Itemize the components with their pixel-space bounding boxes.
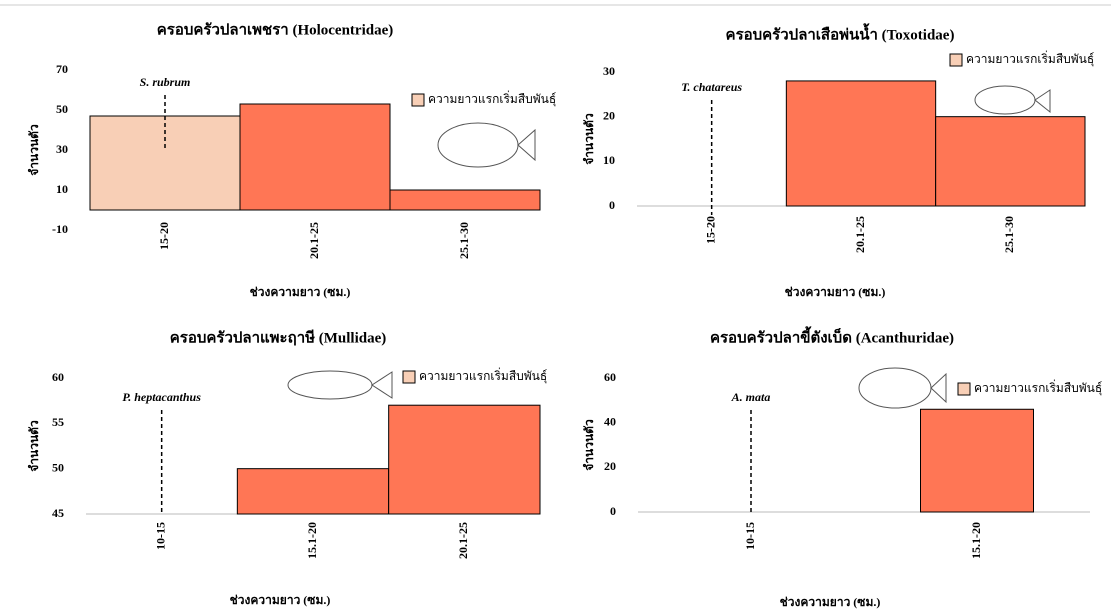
y-tick-label: 0 xyxy=(609,198,615,212)
y-tick-label: 20 xyxy=(603,108,615,122)
bar xyxy=(785,80,937,207)
chart-title: ครอบครัวปลาเสือพ่นน้ำ (Toxotidae) xyxy=(726,22,955,43)
y-axis-label: จำนวนตัว xyxy=(27,420,41,472)
y-tick-label: 70 xyxy=(56,62,68,76)
y-tick-label: 50 xyxy=(56,102,68,116)
legend-swatch xyxy=(949,53,963,67)
y-tick-label: 60 xyxy=(52,370,64,384)
chart-title: ครอบครัวปลาขี้ตังเบ็ด (Acanthuridae) xyxy=(710,325,954,346)
bar xyxy=(236,468,390,515)
y-tick-label: 10 xyxy=(603,153,615,167)
chart-title: ครอบครัวปลาแพะฤาษี (Mullidae) xyxy=(170,329,387,346)
y-axis-label: จำนวนตัว xyxy=(27,124,41,176)
x-tick-label: 20.1-25 xyxy=(853,216,867,253)
y-tick-label: 10 xyxy=(56,182,68,196)
y-tick-label: 30 xyxy=(56,142,68,156)
y-tick-label: 55 xyxy=(52,415,64,429)
marker-label: S. rubrum xyxy=(140,75,191,89)
y-tick-label: 0 xyxy=(610,504,616,518)
x-axis-label: ช่วงความยาว (ซม.) xyxy=(250,285,351,299)
x-tick-label: 15.1-20 xyxy=(969,522,983,559)
x-tick-label: 25.1-30 xyxy=(457,222,471,259)
x-tick-label: 10-15 xyxy=(153,522,167,550)
legend-label: ความยาวแรกเริ่มสืบพันธุ์ xyxy=(419,367,547,384)
y-axis-label: จำนวนตัว xyxy=(582,113,596,165)
bar xyxy=(239,103,391,211)
legend-label: ความยาวแรกเริ่มสืบพันธุ์ xyxy=(974,379,1102,396)
x-tick-label: 25.1-30 xyxy=(1002,216,1016,253)
chart-title: ครอบครัวปลาเพชรา (Holocentridae) xyxy=(157,21,394,38)
bar xyxy=(388,404,541,515)
x-tick-label: 20.1-25 xyxy=(307,222,321,259)
y-tick-label: 50 xyxy=(52,460,64,474)
x-tick-label: 20.1-25 xyxy=(456,522,470,559)
marker-label: P. heptacanthus xyxy=(122,390,201,404)
marker-label: T. chatareus xyxy=(681,80,742,94)
y-axis-label: จำนวนตัว xyxy=(582,419,596,471)
x-axis-label: ช่วงความยาว (ซม.) xyxy=(230,593,331,607)
legend-label: ความยาวแรกเริ่มสืบพันธุ์ xyxy=(966,50,1094,67)
x-tick-label: 15-20 xyxy=(703,216,717,244)
x-tick-label: 15-20 xyxy=(157,222,171,250)
y-tick-label: 30 xyxy=(603,64,615,78)
legend-swatch xyxy=(411,93,425,107)
legend-label: ความยาวแรกเริ่มสืบพันธุ์ xyxy=(428,90,556,107)
marker-label: A. mata xyxy=(731,390,771,404)
y-tick-label: 45 xyxy=(52,506,64,520)
fish-illustrations xyxy=(287,85,1051,409)
bar xyxy=(389,189,541,211)
x-tick-label: 10-15 xyxy=(743,522,757,550)
x-axis-label: ช่วงความยาว (ซม.) xyxy=(780,595,881,609)
x-axis-label: ช่วงความยาว (ซม.) xyxy=(785,285,886,299)
y-tick-label: 60 xyxy=(604,370,616,384)
legend-swatch xyxy=(402,370,416,384)
y-tick-label: -10 xyxy=(52,222,68,236)
x-tick-label: 15.1-20 xyxy=(305,522,319,559)
y-tick-label: 40 xyxy=(604,414,616,428)
legend-swatch xyxy=(957,382,971,396)
y-tick-label: 20 xyxy=(604,459,616,473)
bar xyxy=(920,408,1034,513)
bar xyxy=(935,116,1086,207)
